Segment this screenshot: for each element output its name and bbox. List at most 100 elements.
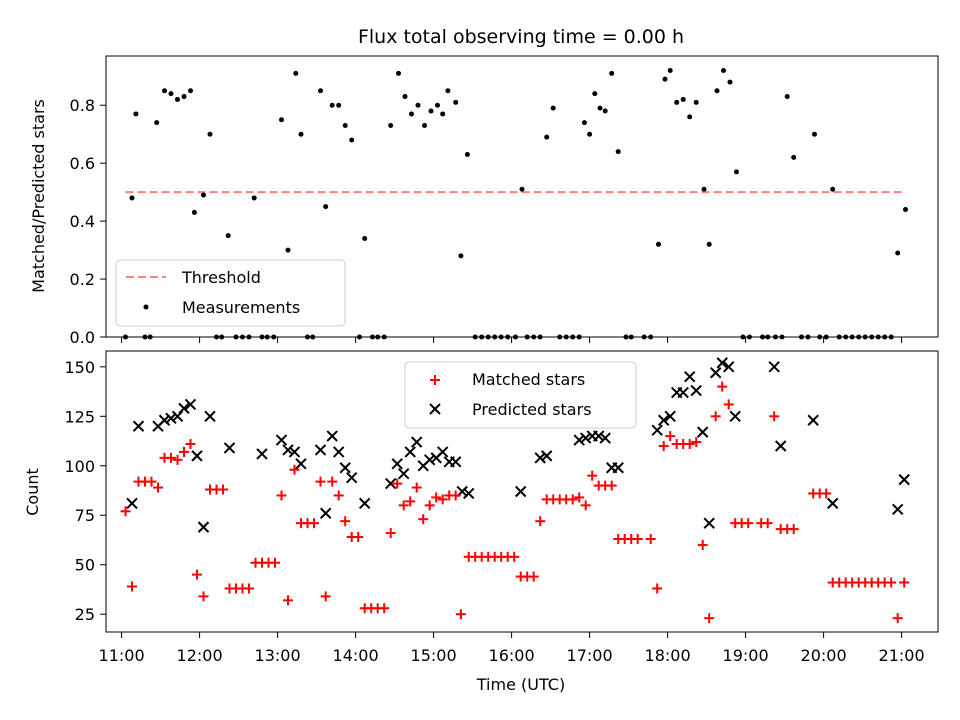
matched-star-marker — [892, 613, 903, 624]
top-y-tick-label: 0.4 — [70, 212, 95, 231]
predicted-star-marker — [223, 442, 236, 454]
matched-star-marker — [153, 482, 163, 493]
predicted-marker-stroke — [288, 446, 301, 458]
bottom-panel: 11:00 12:00 13:00 14:00 15:00 16:00 17:00 18:00… — [23, 350, 939, 694]
x-tick-label: 12:00 — [177, 646, 223, 665]
predicted-star-marker — [358, 497, 371, 510]
predicted-marker-stroke — [664, 410, 676, 423]
predicted-star-marker — [768, 361, 780, 373]
matched-star-marker — [587, 470, 598, 481]
matched-star-marker — [455, 609, 466, 620]
predicted-star-marker — [319, 507, 332, 519]
matched-star-marker — [723, 399, 734, 410]
matched-star-marker — [580, 500, 591, 511]
measurement-point — [342, 123, 348, 129]
matched-star-marker — [769, 411, 780, 422]
measurement-point — [422, 123, 427, 129]
matched-star-marker — [179, 446, 189, 457]
predicted-marker-stroke — [132, 420, 145, 432]
predicted-marker-stroke — [657, 414, 670, 426]
matched-star-marker — [379, 603, 390, 614]
matched-star-marker — [606, 480, 617, 491]
top-y-tick-label: 0.8 — [70, 96, 95, 115]
predicted-star-marker — [132, 420, 145, 432]
matched-star-marker — [645, 533, 656, 544]
predicted-marker-stroke — [126, 497, 138, 510]
top-x-ticks — [121, 337, 903, 343]
predicted-marker-stroke — [339, 462, 351, 474]
measurement-point — [812, 131, 817, 137]
predicted-star-marker — [651, 424, 663, 436]
bottom-x-ticks: 11:00 12:00 13:00 14:00 15:00 16:00 17:00 18:00… — [99, 632, 925, 665]
matched-star-marker — [632, 533, 643, 544]
matched-star-marker — [218, 484, 228, 495]
measurement-point — [519, 186, 525, 192]
predicted-marker-stroke — [275, 434, 288, 446]
predicted-star-marker — [126, 497, 138, 510]
predicted-star-marker — [690, 384, 702, 397]
predicted-marker-stroke — [384, 477, 397, 490]
measurement-point — [428, 108, 434, 114]
predicted-marker-stroke — [397, 467, 410, 480]
measurement-point — [550, 105, 556, 111]
predicted-marker-stroke — [722, 361, 735, 373]
predicted-star-marker — [339, 462, 351, 474]
predicted-star-marker — [197, 521, 210, 533]
predicted-marker-stroke — [191, 450, 203, 462]
measurement-point — [721, 67, 726, 73]
matched-star-marker — [684, 439, 695, 450]
x-tick-label: 15:00 — [411, 646, 457, 665]
measurement-point — [175, 96, 180, 102]
predicted-star-marker — [204, 410, 216, 423]
predicted-marker-stroke — [709, 367, 722, 379]
bottom-y-tick-label: 50 — [75, 556, 95, 575]
top-plot-area — [123, 67, 908, 340]
matched-star-marker — [418, 514, 429, 525]
measurement-point — [396, 70, 401, 76]
predicted-star-marker — [683, 371, 696, 383]
predicted-marker-stroke — [171, 410, 184, 423]
measurement-point — [251, 195, 257, 201]
matched-star-marker — [886, 577, 897, 588]
measurement-point — [597, 105, 603, 111]
predicted-star-marker — [449, 456, 462, 468]
predicted-star-marker — [677, 386, 689, 399]
matched-star-marker — [385, 528, 396, 539]
matched-star-marker — [333, 490, 344, 501]
matched-star-marker — [704, 613, 715, 624]
predicted-star-marker — [514, 485, 527, 498]
measurement-point — [154, 120, 160, 126]
bottom-y-tick-label: 75 — [75, 506, 95, 525]
measurements-legend-swatch — [143, 304, 149, 310]
measurement-point — [279, 117, 284, 123]
predicted-star-marker — [599, 432, 611, 444]
matched-legend-label: Matched stars — [472, 370, 585, 389]
matched-star-marker — [710, 411, 721, 422]
predicted-star-marker — [657, 414, 670, 426]
measurement-point — [388, 123, 394, 129]
bottom-legend: Matched stars Predicted stars — [404, 361, 637, 429]
predicted-marker-stroke — [295, 458, 307, 470]
matched-star-marker — [244, 583, 254, 594]
predicted-marker-stroke — [599, 432, 611, 444]
measurement-point — [129, 195, 135, 201]
bottom-axes-frame — [105, 350, 939, 633]
predicted-marker-stroke — [716, 357, 728, 369]
x-tick-label: 17:00 — [567, 646, 613, 665]
predicted-star-marker — [807, 414, 819, 426]
matched-star-marker — [665, 431, 676, 442]
bottom-y-tick-label: 150 — [64, 358, 95, 377]
matched-star-marker — [762, 518, 773, 529]
top-y-tick-label: 0.0 — [70, 328, 95, 347]
predicted-star-marker — [722, 361, 735, 373]
measurement-point — [674, 99, 680, 105]
predicted-marker-stroke — [774, 440, 787, 452]
predicted-marker-stroke — [449, 456, 462, 468]
predicted-marker-stroke — [256, 448, 268, 460]
matched-star-marker — [127, 581, 137, 592]
measurement-point — [318, 88, 323, 94]
measurement-point — [895, 250, 901, 256]
measurements-legend-label: Measurements — [182, 298, 300, 317]
predicted-legend-swatch — [429, 403, 441, 415]
matched-star-marker — [320, 591, 331, 602]
